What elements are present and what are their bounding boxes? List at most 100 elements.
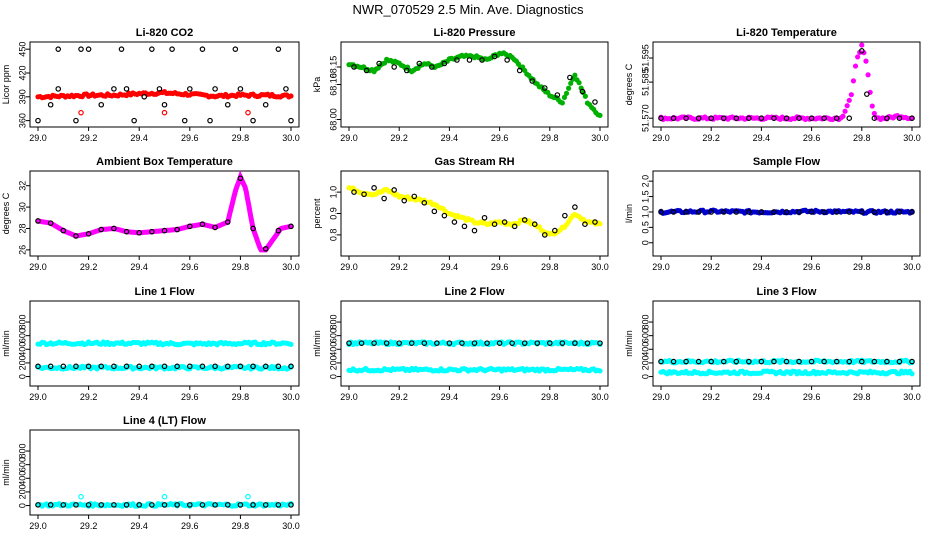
plot-frame [652,41,921,128]
data-point [283,86,289,92]
x-tick-label: 30.0 [903,133,921,143]
data-point [861,50,867,56]
data-point [250,225,256,232]
data-series [78,493,251,500]
data-point [568,80,574,86]
data-series [35,363,294,370]
x-tick-label: 30.0 [282,133,300,143]
data-point [98,101,105,108]
data-point [446,340,453,346]
y-tick-label: 390 [17,89,27,104]
chart-panel: Li-820 Pressure kPa 29.0 29.2 29.4 29.6 29.8 30… [312,27,609,143]
data-point [136,363,143,370]
x-tick-label: 29.0 [652,133,670,143]
x-tick-label: 29.2 [702,262,720,272]
data-point [199,363,206,370]
y-tick-label: 0 [328,374,338,379]
data-point [896,209,903,215]
y-tick-label: 51.595 [640,44,650,72]
y-tick-label: 600 [328,328,338,343]
x-tick-label: 29.8 [853,392,871,402]
data-point [592,99,598,105]
data-point [733,209,740,215]
data-point [783,358,790,365]
y-tick-label: 800 [640,315,650,330]
data-point [842,108,848,114]
data-series [35,46,294,124]
data-point [156,86,163,92]
x-tick-label: 29.8 [853,262,871,272]
data-point [896,115,903,121]
data-point [695,209,702,215]
data-point [288,341,294,347]
data-point [431,208,438,215]
data-point [670,358,677,365]
data-point [808,209,815,215]
data-point [561,94,568,100]
y-tick-label: 68.00 [328,108,338,131]
data-point [852,63,859,69]
data-series [658,209,915,215]
data-point [451,219,458,225]
chart-title: Line 3 Flow [757,286,817,298]
data-series [658,368,915,377]
y-tick-label: 0.8 [328,229,338,242]
data-point [733,358,740,365]
data-series [346,365,603,374]
data-point [131,117,137,124]
data-point [149,46,155,52]
data-point [846,115,853,121]
data-point [78,493,84,500]
data-point [73,117,79,124]
data-series [78,109,251,116]
y-tick-label: 0 [17,503,27,508]
data-point [695,358,702,365]
data-point [479,57,485,63]
data-series [351,53,598,105]
data-point [720,115,727,121]
data-point [562,212,568,219]
data-series [658,42,915,123]
x-tick-label: 29.6 [181,262,199,272]
data-point [859,42,865,48]
data-point [808,115,815,121]
data-point [582,221,588,227]
data-series [346,340,603,346]
x-tick-label: 29.4 [441,262,459,272]
data-point [351,64,357,70]
data-point [441,60,448,67]
data-point [758,358,765,365]
x-tick-label: 29.0 [652,392,670,402]
y-tick-label: 32 [17,181,27,191]
data-point [111,86,117,92]
x-tick-label: 29.8 [232,392,250,402]
data-point [149,363,155,370]
data-point [783,115,790,121]
x-tick-label: 29.6 [181,392,199,402]
data-point [149,228,155,235]
data-point [771,209,777,215]
data-point [288,500,294,507]
x-axis: 29.0 29.2 29.4 29.6 29.8 30.0 [652,256,921,272]
data-point [174,363,180,370]
data-point [597,368,603,374]
data-point [884,209,890,215]
data-point [531,221,538,227]
data-point [85,46,92,52]
data-point [840,113,846,119]
data-point [363,67,370,74]
data-point [111,363,117,370]
data-point [846,358,853,365]
x-tick-label: 29.4 [441,392,459,402]
y-tick-label: 400 [640,342,650,357]
y-axis-label: ml/min [1,330,11,357]
data-point [670,209,677,215]
data-point [658,115,664,121]
x-tick-label: 29.2 [80,262,98,272]
data-point [60,363,67,370]
data-point [187,502,193,508]
data-point [896,358,903,365]
data-point [141,94,148,100]
